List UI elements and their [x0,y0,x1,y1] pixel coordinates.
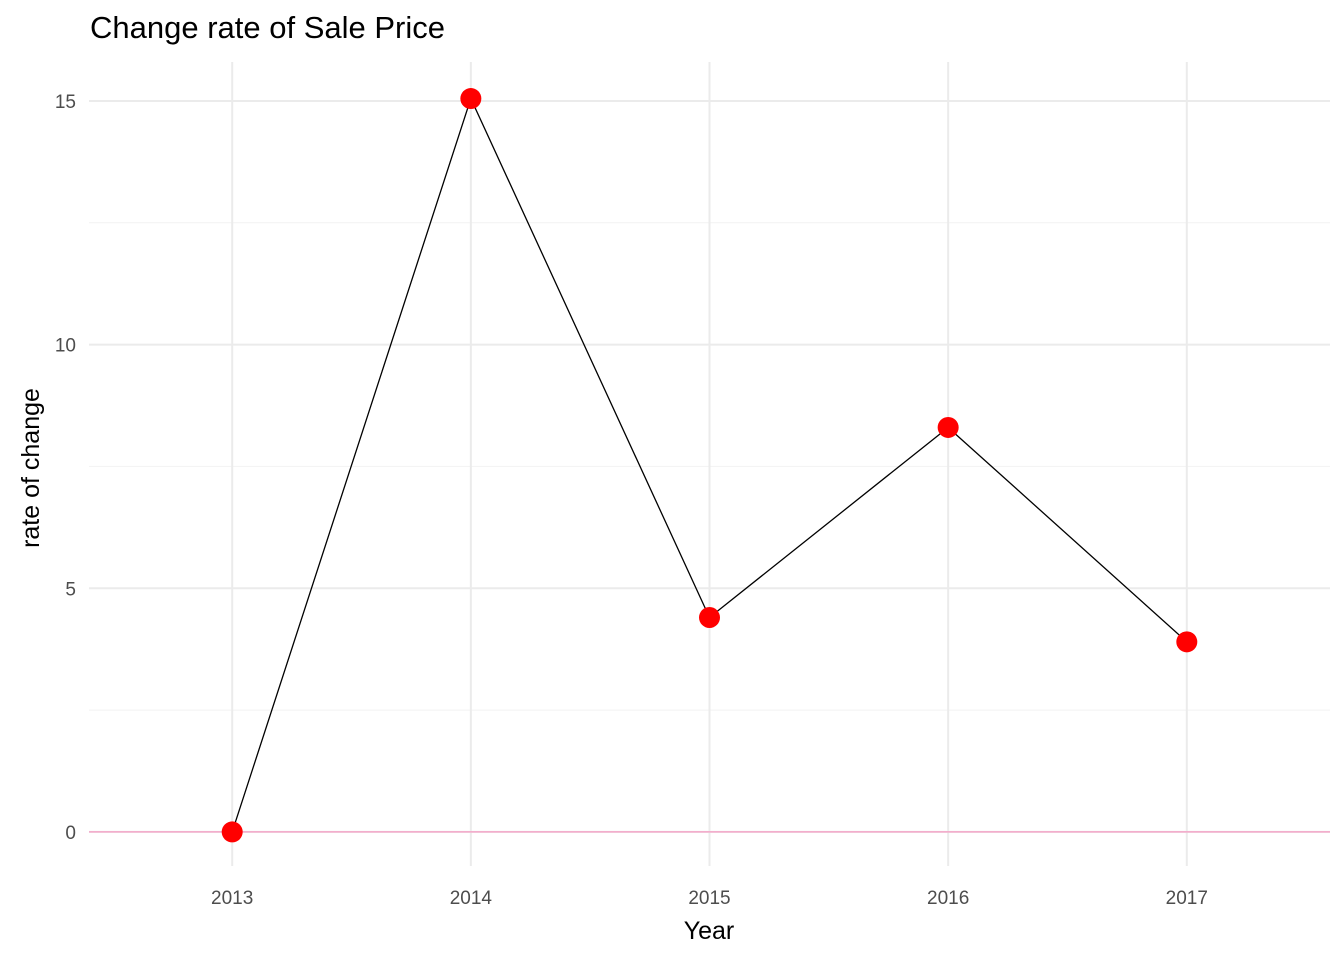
x-tick-label: 2015 [688,888,730,909]
data-point [460,88,482,110]
y-tick-label: 10 [55,336,76,357]
data-points [221,88,1198,843]
y-tick-label: 0 [65,823,76,844]
data-point [221,821,243,843]
x-tick-label: 2014 [450,888,493,909]
chart-title: Change rate of Sale Price [90,10,445,45]
x-axis-title: Year [684,917,735,945]
x-tick-label: 2016 [927,888,969,909]
y-tick-label: 5 [65,579,76,600]
x-tick-label: 2017 [1166,888,1208,909]
tick-labels: 0 5 10 15 2013 2014 2015 2016 2017 [55,92,1208,909]
data-point [937,416,959,438]
x-tick-label: 2013 [211,888,253,909]
y-tick-label: 15 [55,92,76,113]
data-point [699,606,720,628]
y-axis-title: rate of change [17,388,45,548]
grid [89,62,1330,866]
data-point [1176,631,1198,653]
